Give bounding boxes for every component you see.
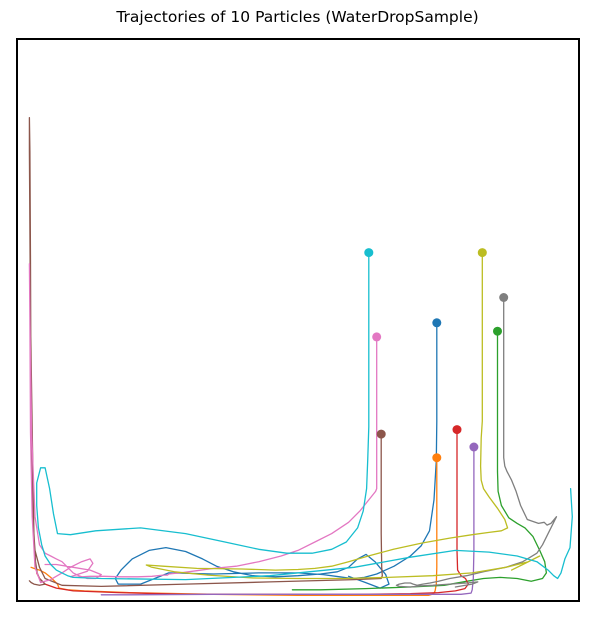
start-marker-2 (432, 453, 442, 463)
chart-title: Trajectories of 10 Particles (WaterDropS… (116, 8, 479, 26)
trajectory-line-5 (100, 446, 475, 596)
start-marker-5 (469, 442, 479, 452)
start-marker-3 (493, 326, 502, 336)
start-marker-10 (364, 248, 374, 258)
start-marker-1 (432, 318, 442, 328)
trajectory-line-10 (36, 251, 573, 581)
start-marker-7 (372, 332, 382, 342)
trajectory-line-6 (28, 117, 383, 588)
trajectory-line-3 (291, 330, 548, 591)
start-marker-8 (499, 293, 509, 302)
start-marker-9 (477, 248, 487, 258)
start-marker-6 (376, 429, 386, 439)
trajectory-line-9 (145, 251, 541, 580)
axes-frame (16, 38, 580, 602)
marker-layer (364, 248, 509, 463)
start-marker-4 (452, 425, 462, 435)
trajectory-line-7 (28, 263, 378, 584)
series-layer (28, 117, 573, 597)
trajectory-line-4 (36, 428, 469, 595)
trajectory-line-1 (114, 322, 438, 589)
